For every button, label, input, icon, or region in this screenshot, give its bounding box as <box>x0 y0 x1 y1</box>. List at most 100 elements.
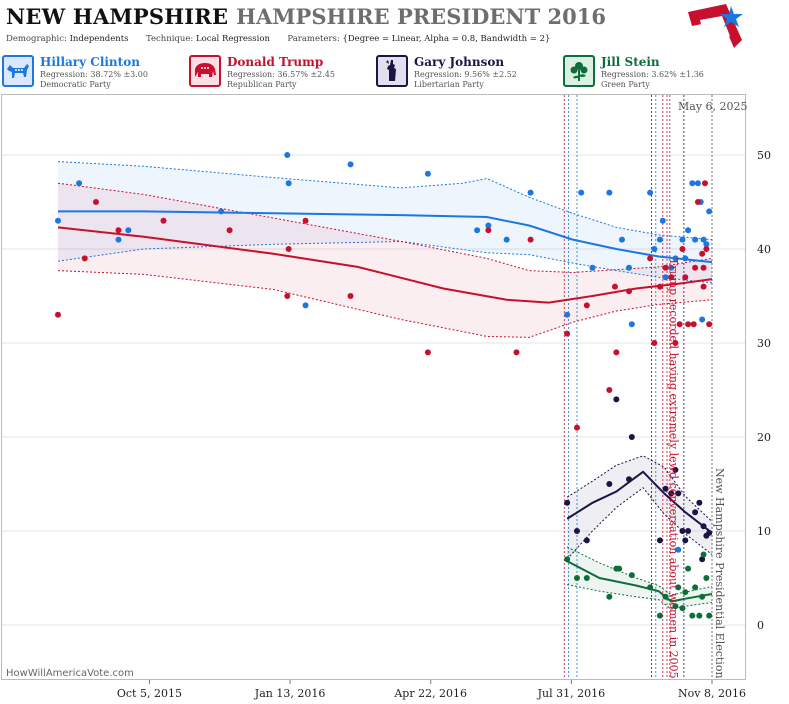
data-point <box>700 264 707 271</box>
data-point <box>672 466 679 473</box>
data-point <box>672 340 679 346</box>
trend-line <box>57 226 713 304</box>
demographic-key: Demographic: <box>6 34 67 44</box>
data-point <box>527 189 534 196</box>
data-point <box>647 584 654 591</box>
data-point <box>672 603 679 610</box>
event-annotation: New Hampshire Presidential Election <box>713 468 726 679</box>
data-point <box>81 255 88 262</box>
candidate-party: Democratic Party <box>40 80 111 89</box>
trend-line <box>566 560 713 603</box>
data-point <box>613 349 620 356</box>
y-tick-label: 50 <box>757 149 771 162</box>
data-point <box>679 528 686 534</box>
data-point <box>284 293 291 299</box>
candidate-name: Gary Johnson <box>414 55 505 69</box>
data-point <box>485 222 492 229</box>
legend-johnson: Gary Johnson Regression: 9.56% ±2.52 Lib… <box>376 55 562 90</box>
candidate-name: Jill Stein <box>601 55 660 69</box>
candidate-regression: Regression: 38.72% ±3.00 <box>40 70 148 79</box>
data-point <box>668 490 675 497</box>
data-point <box>76 180 83 187</box>
y-tick-label: 0 <box>757 619 764 632</box>
data-point <box>692 264 699 271</box>
data-point <box>564 556 571 563</box>
data-point <box>706 529 713 536</box>
data-point <box>226 227 233 234</box>
x-tick-label: Oct 5, 2015 <box>117 687 182 700</box>
data-point <box>685 565 692 572</box>
chart-title: NEW HAMPSHIRE HAMPSHIRE PRESIDENT 2016 <box>6 4 606 29</box>
technique-key: Technique: <box>145 34 194 44</box>
data-point <box>692 236 699 243</box>
data-point <box>699 316 706 323</box>
site-credit: HowWillAmericaVote.com <box>6 668 134 679</box>
demographic-value: Independents <box>69 34 129 44</box>
data-point <box>115 236 122 243</box>
band-lower-line <box>57 270 713 338</box>
data-point <box>696 612 703 619</box>
data-point <box>690 321 697 328</box>
data-point <box>347 293 354 299</box>
candidate-name: Donald Trump <box>227 55 324 69</box>
data-point <box>676 321 683 328</box>
data-point <box>125 227 132 234</box>
data-point <box>701 180 708 187</box>
data-point <box>513 349 520 356</box>
data-point <box>694 199 701 205</box>
x-tick-label: Apr 22, 2016 <box>393 687 467 700</box>
data-point <box>564 311 571 318</box>
data-point <box>682 537 689 544</box>
data-point <box>616 565 623 572</box>
legend-stein: Jill Stein Regression: 3.62% ±1.36 Green… <box>563 55 749 90</box>
data-point <box>703 575 710 581</box>
data-point <box>699 593 706 600</box>
confidence-band <box>58 183 712 338</box>
data-point <box>651 246 658 252</box>
parameters-line: Demographic: Independents Technique: Loc… <box>6 34 550 44</box>
trend-line <box>58 210 713 264</box>
data-point <box>55 311 61 318</box>
data-point <box>285 246 292 252</box>
y-tick-label: 10 <box>757 525 771 538</box>
data-point <box>626 264 633 271</box>
data-point <box>485 227 492 234</box>
data-point <box>160 217 167 224</box>
data-point <box>682 589 689 596</box>
data-point <box>302 217 309 224</box>
data-point <box>672 255 679 262</box>
x-tick-label: Jul 31, 2016 <box>537 687 606 700</box>
data-point <box>606 387 613 393</box>
state-title: NEW HAMPSHIRE <box>6 4 229 29</box>
y-tick-label: 30 <box>757 337 771 350</box>
candidate-party: Republican Party <box>227 80 297 89</box>
data-point <box>662 264 669 271</box>
data-point <box>696 499 703 506</box>
candidate-name: Hillary Clinton <box>40 55 140 69</box>
data-point <box>703 241 710 248</box>
data-point <box>656 537 663 544</box>
band-lower-line <box>566 487 713 560</box>
data-point <box>682 255 689 262</box>
data-point <box>474 227 481 234</box>
event-annotation: Trump recorded having extremely lewd con… <box>667 258 680 679</box>
band-upper-line <box>566 455 713 522</box>
data-point <box>606 593 613 600</box>
x-tick-label: Nov 8, 2016 <box>678 687 746 700</box>
data-point <box>628 321 635 328</box>
technique-value: Local Regression <box>195 34 270 44</box>
candidate-party: Libertarian Party <box>414 80 484 89</box>
data-point <box>285 180 292 187</box>
data-point <box>675 490 682 497</box>
data-point <box>573 528 580 534</box>
elephant-icon <box>189 55 221 87</box>
liberty-statue-icon <box>376 55 408 87</box>
data-point <box>689 612 696 619</box>
flower-icon <box>563 55 595 87</box>
data-point <box>668 264 675 271</box>
data-point <box>689 180 696 187</box>
data-point <box>606 481 613 487</box>
data-point <box>55 217 61 224</box>
data-point <box>706 612 713 619</box>
candidate-party: Green Party <box>601 80 650 89</box>
